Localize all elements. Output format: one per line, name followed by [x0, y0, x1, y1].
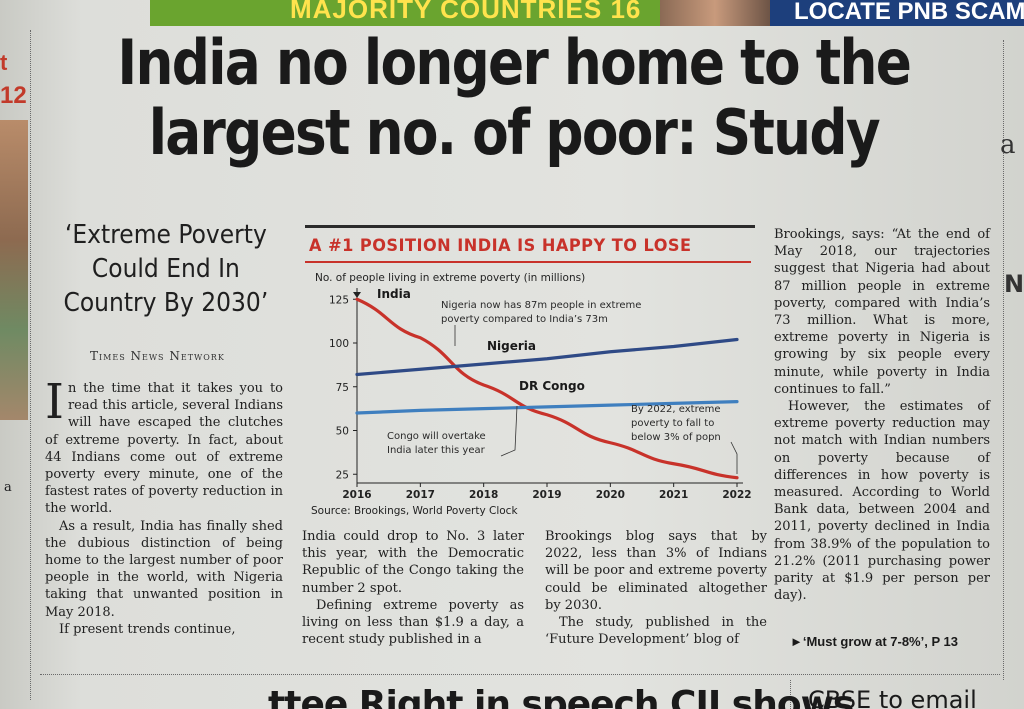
chart-annotation-2022-line2: poverty to fall to [631, 418, 714, 429]
column-rule-left [30, 30, 31, 700]
chart-y-tick-label: 125 [329, 294, 349, 306]
chart-y-tick-label: 75 [336, 382, 349, 394]
chart-series-line-dr-congo [355, 400, 739, 415]
right-partial-letter-n: N [1004, 270, 1024, 298]
column-rule-right [1003, 40, 1004, 680]
chart-series-line-india [355, 297, 739, 480]
continued-reference: ►‘Must grow at 7-8%’, P 13 [790, 634, 958, 649]
bottom-column-rule [790, 680, 791, 709]
chart-y-tick-label: 100 [329, 338, 349, 350]
left-partial-text: a [4, 480, 12, 495]
bottom-rule [40, 674, 1000, 675]
chart-series-label-nigeria: Nigeria [487, 339, 536, 353]
top-strip-blue-band: LOCATE PNB SCAM [770, 0, 1024, 26]
chart-annotation-2022-line1: By 2022, extreme [631, 404, 721, 415]
left-partial-page-number: 12 [0, 82, 27, 109]
next-article-headline: ...ttee Right in speech CII shows [230, 684, 854, 709]
chart-title: A #1 POSITION INDIA IS HAPPY TO LOSE [309, 236, 692, 256]
poverty-line-chart: No. of people living in extreme poverty … [315, 272, 752, 501]
col4-paragraph-1: Brookings, says: “At the end of May 2018… [774, 227, 990, 397]
chart-leader-2022 [730, 441, 738, 474]
chart-annotation-nigeria-line2: poverty compared to India’s 73m [441, 314, 608, 325]
chart-series-label-dr-congo: DR Congo [519, 379, 585, 393]
col1-paragraph-2: As a result, India has finally shed the … [45, 518, 283, 620]
byline: Times News Network [90, 349, 225, 363]
col2-paragraph-1: India could drop to No. 3 later this yea… [302, 529, 524, 596]
chart-annotation-congo-line2: India later this year [387, 445, 486, 456]
next-article-cbse: CBSE to email [808, 686, 977, 709]
chart-x-tick-label: 2022 [722, 489, 751, 501]
chart-annotation-nigeria-line1: Nigeria now has 87m people in extreme [441, 300, 641, 311]
chart-x-tick-label: 2021 [659, 489, 688, 501]
chart-box: A #1 POSITION INDIA IS HAPPY TO LOSE No.… [305, 225, 755, 521]
chart-x-tick-label: 2017 [406, 489, 435, 501]
chart-y-tick-label: 25 [336, 469, 349, 481]
top-strip-green-text: MAJORITY COUNTRIES 16 [290, 0, 642, 24]
top-strip-green-band: MAJORITY COUNTRIES 16 [150, 0, 660, 26]
headline: India no longer home to the largest no. … [117, 26, 911, 169]
col2-paragraph-2: Defining extreme poverty as living on le… [302, 597, 524, 648]
chart-series-label-india: India [377, 287, 411, 301]
top-strip: MAJORITY COUNTRIES 16 LOCATE PNB SCAM [0, 0, 1024, 26]
chart-annotation-congo-line1: Congo will overtake [387, 431, 486, 442]
chart-source: Source: Brookings, World Poverty Clock [311, 505, 518, 517]
col1-paragraph-3: If present trends continue, [59, 621, 236, 637]
chart-title-rule [305, 261, 751, 263]
chart-x-tick-label: 2020 [596, 489, 625, 501]
col4-paragraph-2: However, the estimates of extreme povert… [774, 399, 990, 604]
top-strip-blue-text: LOCATE PNB SCAM [794, 0, 1024, 25]
deck: ‘Extreme Poverty Could End In Country By… [63, 220, 269, 318]
chart-annotation-2022-line3: below 3% of popn [631, 432, 721, 443]
chart-y-axis-arrow [353, 292, 361, 298]
left-partial-column: t 12 a [0, 30, 30, 709]
article-column-4: Brookings, says: “At the end of May 2018… [774, 226, 990, 604]
top-strip-photo [660, 0, 770, 26]
dropcap: I [45, 374, 64, 430]
left-partial-photo [0, 120, 28, 420]
col1-paragraph-1: n the time that it takes you to read thi… [45, 381, 283, 517]
chart-series-line-nigeria [355, 337, 739, 377]
chart-x-tick-label: 2019 [532, 489, 561, 501]
chart-leader-congo [500, 405, 518, 457]
col3-paragraph-1: Brookings blog says that by 2022, less t… [545, 529, 767, 613]
left-partial-letter: t [0, 50, 8, 75]
article-column-2: India could drop to No. 3 later this yea… [302, 528, 524, 648]
chart-x-tick-label: 2016 [342, 489, 371, 501]
chart-y-label: No. of people living in extreme poverty … [315, 272, 585, 284]
right-partial-letter-a: a [1000, 130, 1016, 160]
col3-paragraph-2: The study, published in the ‘Future Deve… [545, 615, 767, 648]
article-column-3: Brookings blog says that by 2022, less t… [545, 528, 767, 648]
chart-y-tick-label: 50 [336, 426, 349, 438]
chart-x-tick-label: 2018 [469, 489, 498, 501]
